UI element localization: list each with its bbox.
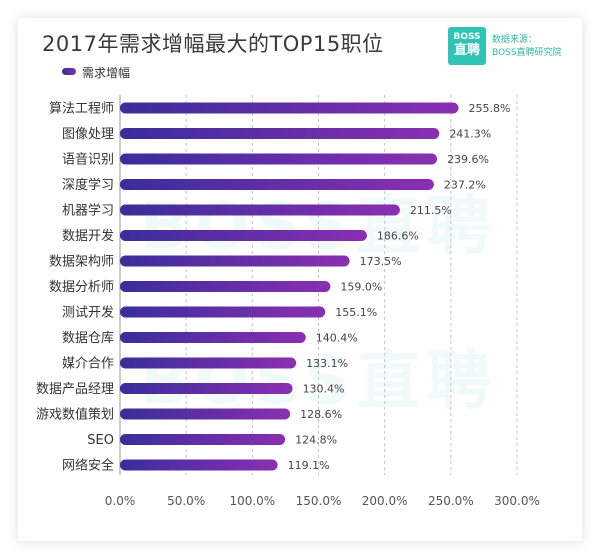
bar: [120, 357, 297, 369]
category-label: 数据分析师: [49, 280, 114, 295]
legend-label: 需求增幅: [82, 66, 131, 80]
bar: [120, 179, 434, 190]
chart-title: 2017年需求增幅最大的TOP15职位: [42, 32, 384, 56]
bar: [120, 408, 291, 420]
category-label: 数据产品经理: [36, 382, 114, 397]
value-label: 119.1%: [288, 459, 330, 472]
category-label: 数据架构师: [49, 255, 114, 270]
category-label: 游戏数值策划: [36, 407, 114, 423]
value-label: 155.1%: [335, 306, 377, 319]
watermark-bottom: BOSS直聘: [140, 345, 497, 419]
x-tick-label: 50.0%: [167, 494, 205, 508]
value-label: 241.3%: [449, 128, 491, 141]
x-tick-label: 0.0%: [105, 494, 136, 508]
category-label: 数据开发: [62, 228, 114, 244]
source-name: BOSS直聘研究院: [492, 48, 562, 58]
bar: [120, 459, 278, 471]
legend-swatch: [62, 68, 76, 75]
value-label: 211.5%: [410, 204, 452, 217]
value-label: 140.4%: [316, 332, 358, 345]
value-label: 237.2%: [444, 179, 486, 192]
bar: [120, 128, 440, 139]
value-label: 130.4%: [303, 383, 345, 396]
bar: [120, 332, 306, 343]
category-label: SEO: [87, 433, 114, 448]
category-label: 网络安全: [62, 458, 114, 474]
category-label: 机器学习: [62, 203, 114, 219]
value-label: 124.8%: [295, 434, 337, 447]
bar: [120, 383, 293, 394]
x-tick-label: 100.0%: [229, 494, 275, 508]
source-label: 数据来源：: [492, 35, 538, 45]
bar: [120, 281, 331, 292]
bar: [120, 434, 286, 445]
value-label: 255.8%: [469, 102, 511, 115]
logo-text-bottom: 直聘: [453, 43, 480, 58]
data-source: 数据来源： BOSS直聘研究院: [492, 34, 562, 60]
category-label: 测试开发: [62, 305, 114, 321]
category-label: 深度学习: [62, 177, 114, 193]
logo-text-top: BOSS: [453, 32, 481, 42]
category-label: 算法工程师: [49, 102, 114, 117]
value-label: 239.6%: [447, 153, 489, 166]
watermark-top: BOSS直聘: [140, 190, 497, 264]
bar: [120, 306, 326, 318]
bar: [120, 255, 350, 267]
bar: [120, 230, 367, 241]
bar: [120, 204, 400, 216]
boss-logo: BOSS 直聘: [448, 27, 486, 65]
value-label: 128.6%: [300, 408, 342, 421]
x-tick-label: 150.0%: [296, 494, 342, 508]
value-label: 173.5%: [360, 255, 402, 268]
category-label: 数据仓库: [62, 330, 114, 346]
value-label: 186.6%: [377, 230, 419, 243]
bar: [120, 153, 438, 165]
bar: [120, 102, 459, 114]
x-tick-label: 200.0%: [362, 494, 408, 508]
category-label: 语音识别: [62, 152, 114, 168]
category-label: 图像处理: [62, 127, 114, 142]
value-label: 133.1%: [306, 357, 348, 370]
value-label: 159.0%: [340, 281, 382, 294]
x-tick-label: 300.0%: [494, 494, 540, 508]
category-label: 媒介合作: [62, 357, 114, 372]
x-tick-label: 250.0%: [428, 494, 474, 508]
